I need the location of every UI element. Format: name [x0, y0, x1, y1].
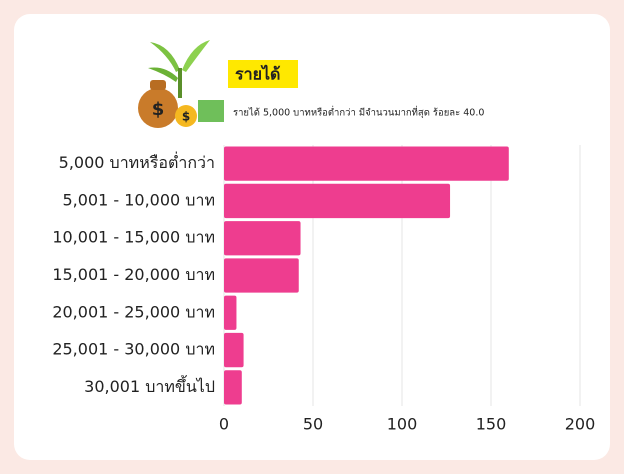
- bar: [224, 221, 301, 256]
- bar: [224, 370, 242, 405]
- bar: [224, 258, 299, 293]
- y-tick-label: 30,001 บาทขึ้นไป: [84, 375, 215, 396]
- x-tick-label: 100: [387, 415, 418, 434]
- x-tick-label: 150: [476, 415, 507, 434]
- title-highlight: [228, 60, 298, 88]
- x-tick-label: 0: [219, 415, 229, 434]
- bar: [224, 146, 509, 181]
- x-tick-label: 200: [565, 415, 596, 434]
- y-tick-label: 25,001 - 30,000 บาท: [52, 340, 215, 359]
- y-tick-label: 20,001 - 25,000 บาท: [52, 302, 215, 321]
- bar: [224, 295, 237, 330]
- y-tick-label: 15,001 - 20,000 บาท: [52, 265, 215, 284]
- x-tick-label: 50: [303, 415, 323, 434]
- y-tick-label: 10,001 - 15,000 บาท: [52, 228, 215, 247]
- chart-title: รายได้: [235, 65, 280, 84]
- bar: [224, 183, 451, 219]
- bar: [224, 332, 244, 368]
- y-tick-label: 5,001 - 10,000 บาท: [62, 190, 215, 209]
- svg-text:$: $: [182, 110, 190, 124]
- chart-subtitle: รายได้ 5,000 บาทหรือต่ำกว่า มีจำนวนมากที…: [233, 106, 484, 119]
- svg-text:$: $: [152, 99, 165, 120]
- money-icon: $ $: [138, 40, 224, 128]
- y-tick-label: 5,000 บาทหรือต่ำกว่า: [59, 151, 215, 172]
